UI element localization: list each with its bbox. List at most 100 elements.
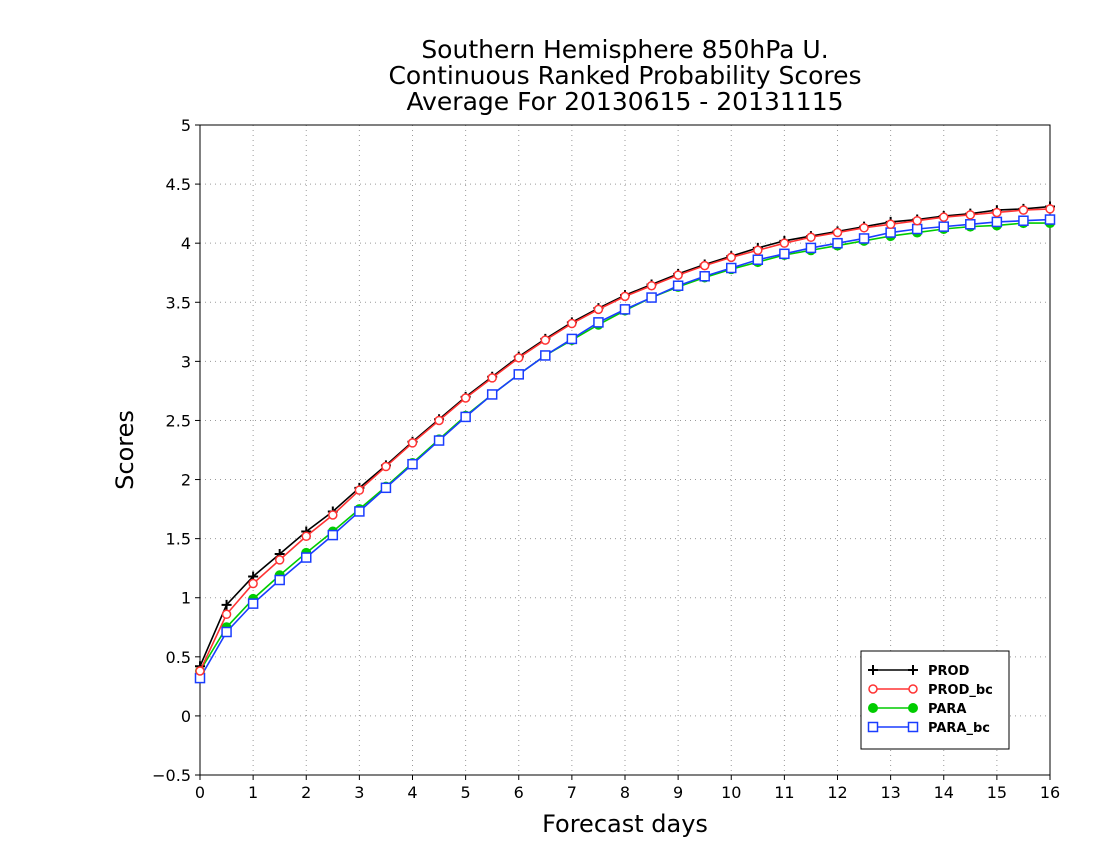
x-tick-label: 8 [620, 783, 630, 802]
data-point-prod-bc [407, 438, 418, 448]
x-tick-label: 9 [673, 783, 683, 802]
x-tick-label: 7 [567, 783, 577, 802]
data-point-prod-bc [646, 280, 657, 291]
data-point-prod-bc [779, 238, 790, 248]
y-tick-label: 5 [181, 116, 191, 135]
legend-item-prod-bc: PROD_bc [868, 683, 993, 698]
x-tick-label: 10 [721, 783, 741, 802]
chart-title-line-3: Average For 20130615 - 20131115 [406, 87, 843, 116]
data-point-para-bc [991, 216, 1003, 228]
data-point-prod-bc [248, 578, 258, 589]
data-point-para-bc [540, 350, 551, 361]
data-point-prod [221, 599, 232, 610]
data-point-para-bc [460, 411, 471, 423]
x-tick-label: 0 [195, 783, 205, 802]
data-point-para-bc [566, 333, 578, 345]
data-point-prod-bc [726, 252, 736, 263]
series-para-bc [194, 214, 1056, 684]
data-point-prod-bc [301, 531, 311, 542]
data-point-prod-bc [1018, 205, 1029, 215]
y-axis-label: Scores [111, 410, 139, 490]
data-point-prod-bc [593, 304, 604, 315]
y-tick-label: −0.5 [152, 766, 191, 785]
data-point-prod-bc [965, 210, 976, 220]
data-point-para-bc [779, 248, 790, 260]
legend-marker [908, 665, 918, 675]
legend-item-para: PARA [868, 702, 966, 717]
legend-marker [908, 703, 918, 713]
data-point-prod-bc [540, 335, 551, 345]
data-point-para-bc [327, 529, 339, 541]
data-point-prod-bc [859, 223, 869, 233]
y-tick-label: 3 [181, 352, 191, 371]
data-point-para-bc [911, 223, 923, 235]
y-axis: −0.5 0 0.5 1 1.5 2 2.5 3 3.5 4 4.5 5 [152, 116, 200, 785]
data-point-para-bc [221, 626, 232, 638]
x-tick-label: 5 [461, 783, 471, 802]
legend-marker [867, 721, 879, 733]
data-point-para-bc [752, 254, 764, 265]
data-point-para-bc [726, 262, 737, 274]
data-point-prod-bc [1045, 204, 1055, 214]
y-tick-label: 4.5 [166, 175, 191, 194]
y-tick-label: 4 [181, 234, 191, 253]
data-point-prod-bc [885, 219, 896, 230]
data-point-para-bc [407, 458, 418, 470]
data-point-prod-bc [487, 373, 497, 383]
y-tick-label: 3.5 [166, 293, 191, 312]
data-point-para-bc [885, 227, 896, 238]
data-point-prod-bc [939, 212, 949, 222]
data-point-para-bc [513, 369, 524, 380]
x-tick-label: 11 [774, 783, 794, 802]
data-point-prod-bc [460, 393, 471, 403]
legend-item-para-bc: PARA_bc [867, 721, 990, 736]
data-point-para-bc [1018, 215, 1029, 226]
data-point-para-bc [832, 237, 843, 249]
x-tick-label: 14 [934, 783, 954, 802]
legend-label: PROD_bc [928, 683, 993, 698]
x-tick-label: 6 [514, 783, 524, 802]
y-tick-label: 0 [181, 707, 191, 726]
x-axis-label: Forecast days [542, 810, 708, 838]
data-point-para-bc [486, 389, 498, 400]
legend-marker [868, 684, 878, 694]
x-tick-label: 15 [987, 783, 1007, 802]
x-tick-label: 16 [1040, 783, 1060, 802]
legend-marker [908, 684, 918, 694]
x-tick-label: 3 [354, 783, 364, 802]
data-point-para-bc [672, 280, 684, 291]
data-point-para-bc [247, 598, 259, 609]
data-point-prod-bc [328, 510, 338, 520]
data-point-prod-bc [381, 461, 391, 472]
data-point-para-bc [593, 317, 604, 328]
x-tick-label: 4 [407, 783, 417, 802]
data-point-prod-bc [912, 215, 922, 226]
chart-title-line-2: Continuous Ranked Probability Scores [388, 61, 861, 90]
data-point-prod-bc [274, 555, 285, 565]
data-point-para-bc [380, 482, 392, 494]
data-point-para-bc [938, 221, 949, 232]
data-point-para-bc [805, 242, 817, 254]
legend-label: PARA_bc [928, 721, 990, 736]
series-prod-bc [195, 204, 1055, 676]
data-point-para-bc [433, 435, 445, 446]
data-point-prod-bc [195, 666, 205, 676]
y-tick-label: 2 [181, 471, 191, 490]
legend-marker [868, 703, 878, 713]
data-point-para-bc [699, 271, 710, 282]
data-point-prod-bc [992, 207, 1002, 218]
data-point-para-bc [619, 304, 631, 315]
data-point-para-bc [1044, 214, 1056, 225]
data-point-para-bc [301, 552, 312, 563]
x-tick-label: 2 [301, 783, 311, 802]
data-point-para-bc [354, 506, 365, 517]
y-tick-label: 1 [181, 589, 191, 608]
legend-marker [868, 665, 878, 675]
x-tick-label: 13 [880, 783, 900, 802]
legend-label: PARA [928, 702, 966, 717]
legend-box [860, 650, 1010, 750]
data-point-para-bc [858, 233, 870, 244]
grid-lines [200, 125, 1050, 775]
data-point-prod-bc [673, 270, 683, 280]
data-point-prod-bc [806, 232, 816, 243]
